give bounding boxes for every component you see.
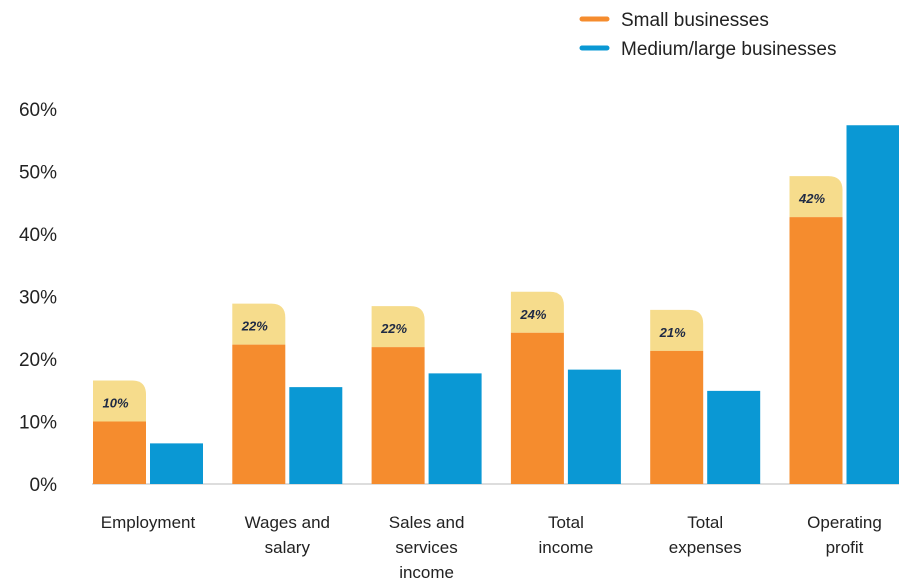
y-tick-label: 20% (19, 350, 57, 371)
legend-label-medium-large-businesses: Medium/large businesses (621, 39, 836, 60)
y-tick-label: 10% (19, 413, 57, 434)
bars: 10% 22% 22% 24% 21% 42% (93, 125, 899, 484)
y-tick-label: 40% (19, 225, 57, 246)
bar-small-businesses (232, 344, 286, 484)
bar-small-businesses (789, 217, 843, 484)
bar-medium-large-businesses (567, 369, 621, 484)
data-label-badge (789, 176, 843, 218)
data-label-badge (93, 380, 146, 422)
bar-small-businesses (371, 347, 425, 484)
bar-medium-large-businesses (289, 387, 343, 484)
bar-medium-large-businesses (150, 443, 203, 484)
data-label-badge (232, 303, 286, 345)
y-axis: 0% 10% 20% 30% 40% 50% 60% (19, 100, 57, 496)
x-tick-label: Employment (101, 513, 196, 532)
y-tick-label: 0% (30, 475, 58, 496)
bar-small-businesses (93, 421, 146, 484)
x-tick-label: Total expenses (669, 513, 742, 557)
y-tick-label: 30% (19, 288, 57, 309)
x-tick-label: Total income (538, 513, 593, 557)
data-label: 24% (519, 307, 546, 322)
x-axis: Employment Wages and salary Sales and servic… (101, 513, 882, 582)
bar-small-businesses (510, 332, 564, 484)
data-label-badge (650, 309, 704, 351)
x-tick-label: Wages and salary (245, 513, 330, 557)
data-label: 22% (380, 321, 407, 336)
data-label-badge (510, 291, 564, 333)
data-label-badge (371, 306, 425, 348)
y-tick-label: 50% (19, 163, 57, 184)
data-label: 42% (798, 191, 825, 206)
bar-medium-large-businesses (707, 390, 761, 484)
x-tick-label: Operating profit (807, 513, 882, 557)
bar-small-businesses (650, 350, 704, 484)
data-label: 10% (102, 396, 128, 411)
legend: Small businesses Medium/large businesses (579, 10, 836, 60)
bar-medium-large-businesses (428, 373, 482, 484)
legend-label-small-businesses: Small businesses (621, 10, 769, 31)
y-tick-label: 60% (19, 100, 57, 121)
data-label: 22% (241, 319, 268, 334)
bar-medium-large-businesses (846, 125, 899, 484)
x-tick-label: Sales and services income (389, 513, 465, 582)
data-label: 21% (659, 325, 686, 340)
